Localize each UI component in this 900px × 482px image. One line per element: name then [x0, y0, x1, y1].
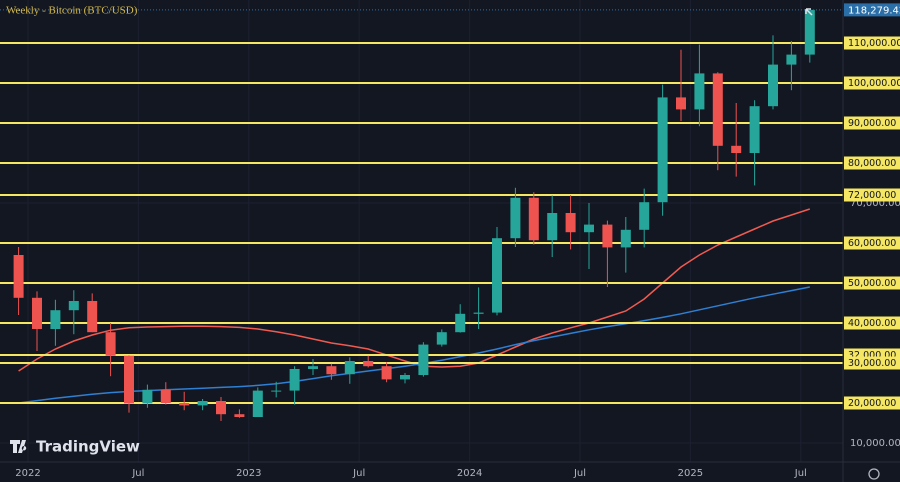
candle-body	[32, 297, 42, 329]
candle-body	[731, 145, 742, 153]
level-label: 72,000.00	[848, 190, 896, 201]
candle-body	[160, 389, 171, 403]
level-label: 100,000.00	[848, 78, 900, 89]
x-tick-label: Jul	[794, 468, 807, 479]
last-price-label: 118,279.42	[848, 5, 900, 16]
level-label-box	[844, 356, 900, 370]
x-tick-label: Jul	[131, 468, 144, 479]
candle-body	[50, 310, 61, 329]
x-tick-label: 2022	[15, 468, 40, 479]
candle-body	[584, 224, 594, 233]
candle-body	[565, 213, 576, 233]
level-label-box	[844, 76, 900, 90]
level-label-box	[844, 396, 900, 410]
settings-icon[interactable]	[868, 468, 880, 480]
level-label: 30,000.00	[848, 358, 896, 369]
candle-body	[676, 97, 686, 110]
y-tick-label: 70,000.00	[850, 198, 900, 209]
candle-body	[786, 54, 797, 65]
candle-body	[13, 255, 24, 298]
candle-body	[473, 312, 484, 314]
candle-body	[620, 229, 631, 248]
last-price-box	[844, 3, 900, 17]
candle-body	[768, 64, 778, 107]
level-label-box	[844, 36, 900, 50]
candle-body	[308, 366, 318, 369]
candle-body	[68, 301, 79, 311]
x-tick-label: 2024	[457, 468, 482, 479]
candle-body	[455, 313, 466, 333]
level-label-box	[844, 276, 900, 290]
candle-body	[749, 106, 760, 153]
candle-body	[436, 332, 447, 345]
candle-body	[639, 202, 650, 230]
candle-body	[510, 197, 521, 239]
level-label: 50,000.00	[848, 278, 896, 289]
candle-body	[804, 9, 815, 55]
level-label-box	[844, 188, 900, 202]
level-label: 80,000.00	[848, 158, 896, 169]
level-label: 110,000.00	[848, 38, 900, 49]
candle-body	[105, 332, 116, 356]
candle-body	[124, 355, 134, 404]
candle-body	[234, 414, 245, 417]
x-tick-label: 2025	[678, 468, 703, 479]
candle-body	[363, 361, 374, 367]
candle-body	[179, 403, 190, 406]
candle-body	[400, 375, 410, 380]
candle-body	[418, 344, 429, 375]
x-tick-label: Jul	[352, 468, 365, 479]
candle-body	[381, 366, 392, 380]
level-label: 32,000.00	[848, 350, 896, 361]
candle-body	[289, 369, 300, 391]
x-tick-label: 2023	[236, 468, 261, 479]
level-label-box	[844, 116, 900, 130]
candle-body	[271, 390, 282, 392]
candle-body	[197, 401, 208, 406]
candle-body	[528, 197, 539, 241]
watermark: TradingView	[36, 438, 140, 456]
candle-body	[712, 73, 723, 146]
level-label: 60,000.00	[848, 238, 896, 249]
level-label-box	[844, 156, 900, 170]
level-label-box	[844, 316, 900, 330]
candle-body	[657, 97, 668, 203]
candle-body	[602, 224, 613, 248]
chart-title: Weekly - Bitcoin (BTC/USD)	[6, 5, 138, 17]
candle-body	[694, 73, 705, 110]
candle-body	[87, 301, 98, 333]
candle-body	[492, 238, 502, 313]
level-label: 20,000.00	[848, 398, 896, 409]
y-tick-label: 10,000.00	[850, 438, 900, 449]
candle-body	[547, 213, 558, 241]
level-label: 90,000.00	[848, 118, 896, 129]
candle-body	[216, 401, 226, 415]
candle-body	[252, 390, 263, 417]
x-tick-label: Jul	[573, 468, 586, 479]
candle-body	[344, 361, 355, 375]
candle-body	[142, 389, 153, 404]
logo: TradingView	[10, 438, 140, 456]
level-label: 40,000.00	[848, 318, 896, 329]
level-label-box	[844, 236, 900, 250]
candle-body	[326, 366, 337, 375]
cursor	[805, 8, 813, 16]
